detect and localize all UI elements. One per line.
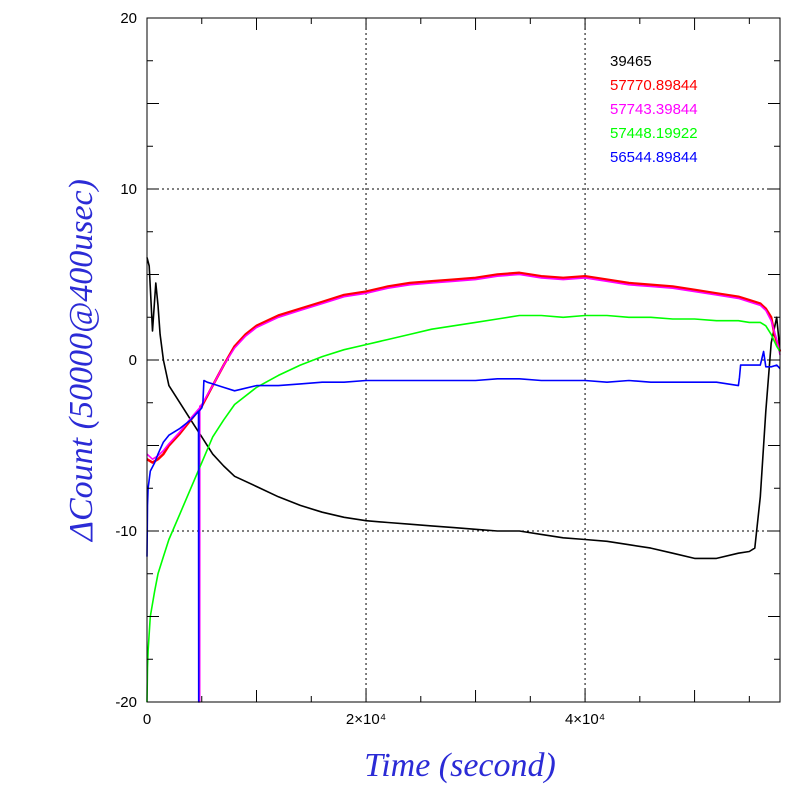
y-axis-title: ΔCount (50000@400usec) bbox=[63, 179, 100, 543]
x-axis-title: Time (second) bbox=[364, 747, 556, 784]
legend: 39465 57770.89844 57743.39844 57448.19922 56… bbox=[610, 53, 698, 166]
axis-ticks: 0 2×10⁴ 4×10⁴ -20 -10 0 10 20 bbox=[115, 10, 780, 728]
y-tick-label-1: -10 bbox=[115, 523, 137, 540]
series-lines bbox=[146, 257, 782, 703]
series-line-0 bbox=[146, 257, 781, 560]
series-line-4 bbox=[146, 350, 781, 703]
series-line-3 bbox=[146, 314, 781, 703]
y-tick-label-0: -20 bbox=[115, 694, 137, 711]
legend-entry-4: 56544.89844 bbox=[610, 149, 698, 166]
grid bbox=[147, 18, 780, 702]
y-tick-label-3: 10 bbox=[120, 181, 137, 198]
legend-entry-0: 39465 bbox=[610, 53, 652, 70]
legend-entry-3: 57448.19922 bbox=[610, 125, 698, 142]
x-tick-label-1: 2×10⁴ bbox=[346, 711, 386, 728]
legend-entry-1: 57770.89844 bbox=[610, 77, 698, 94]
x-tick-label-2: 4×10⁴ bbox=[565, 711, 605, 728]
x-tick-label-0: 0 bbox=[143, 711, 151, 728]
legend-entry-2: 57743.39844 bbox=[610, 101, 698, 118]
y-tick-label-4: 20 bbox=[120, 10, 137, 27]
y-tick-label-2: 0 bbox=[129, 352, 137, 369]
